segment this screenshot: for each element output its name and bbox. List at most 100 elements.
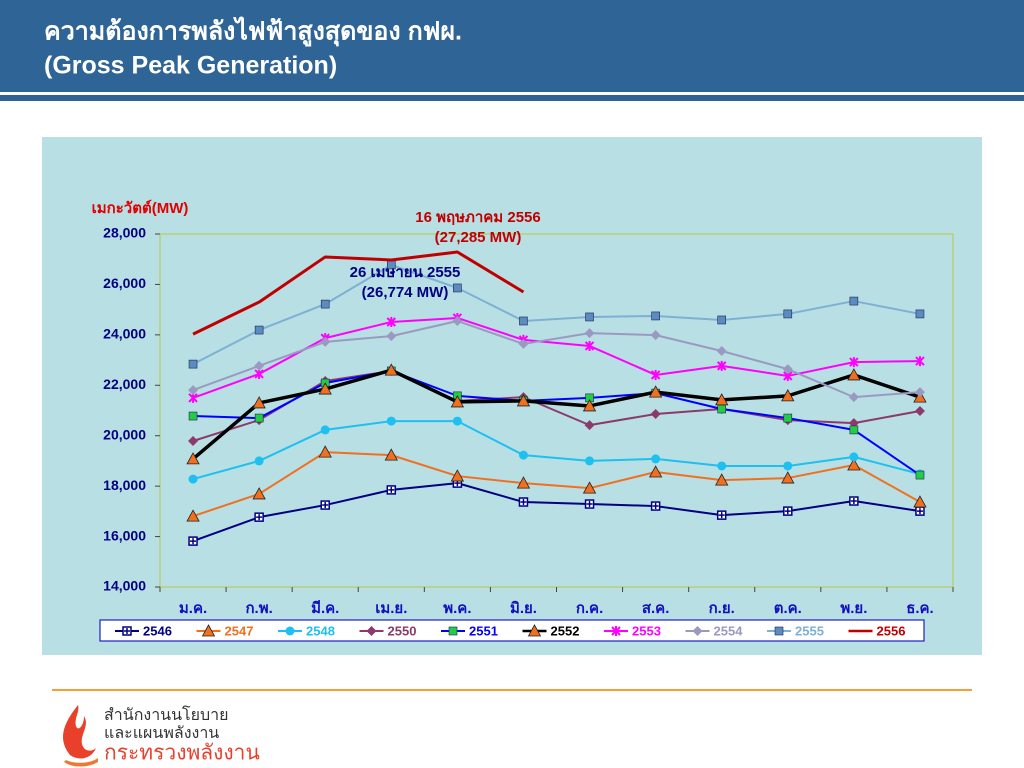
- data-point: [254, 456, 264, 466]
- x-tick-label: ม.ค.: [179, 600, 207, 617]
- marker-shape: [322, 502, 329, 509]
- marker-shape: [448, 626, 458, 636]
- data-point: [318, 445, 332, 458]
- data-point: [188, 385, 199, 396]
- legend-box: [99, 619, 925, 642]
- legend-label: 2548: [306, 623, 335, 638]
- annotation: (26,774 MW): [362, 284, 449, 301]
- data-point: [848, 418, 859, 429]
- data-point: [847, 368, 861, 381]
- data-point: [188, 474, 198, 484]
- org-line: และแผนพลังงาน: [104, 725, 219, 742]
- legend-marker: [611, 626, 621, 636]
- annotation: (27,285 MW): [435, 229, 522, 246]
- header-rule: [0, 95, 1024, 101]
- data-point: [518, 450, 528, 460]
- legend-marker: [448, 626, 458, 636]
- data-point: [913, 495, 927, 508]
- data-point: [715, 393, 729, 406]
- y-tick-label: 18,000: [103, 477, 146, 493]
- data-point: [519, 316, 528, 326]
- marker-shape: [519, 316, 528, 326]
- data-point: [254, 413, 264, 423]
- y-tick-label: 22,000: [103, 376, 146, 392]
- marker-shape: [254, 325, 264, 335]
- data-point: [716, 345, 727, 356]
- data-point: [584, 328, 595, 339]
- annotation: 26 เมษายน 2555: [350, 264, 461, 281]
- data-point: [518, 497, 529, 507]
- data-point: [650, 369, 661, 380]
- legend-label: 2550: [388, 623, 417, 638]
- marker-shape: [388, 486, 395, 493]
- legend-marker: [366, 626, 377, 636]
- series-line: [192, 319, 921, 399]
- y-tick-label: 28,000: [103, 225, 146, 241]
- marker-shape: [520, 499, 527, 506]
- x-tick-label: ก.ย.: [709, 600, 735, 617]
- data-point: [186, 452, 200, 465]
- marker-shape: [784, 508, 791, 515]
- data-point: [252, 487, 266, 500]
- x-tick-label: พ.ค.: [443, 600, 471, 617]
- marker-shape: [190, 538, 197, 545]
- data-point: [849, 357, 859, 368]
- data-point: [651, 454, 661, 464]
- marker-shape: [718, 512, 725, 519]
- data-point: [783, 461, 793, 471]
- data-point: [715, 473, 729, 486]
- data-point: [254, 512, 264, 522]
- legend-label: 2547: [225, 623, 254, 638]
- data-point: [516, 476, 531, 489]
- data-point: [584, 420, 595, 431]
- data-point: [516, 394, 531, 407]
- data-point: [781, 389, 795, 402]
- legend-label: 2556: [877, 623, 906, 638]
- data-point: [186, 509, 200, 522]
- marker-shape: [652, 503, 659, 510]
- x-tick-label: ก.ค.: [576, 600, 603, 617]
- series-line: [193, 369, 921, 476]
- data-point: [254, 325, 264, 335]
- legend-marker: [285, 626, 295, 636]
- data-point: [518, 338, 529, 349]
- marker-shape: [783, 413, 793, 423]
- data-point: [650, 409, 661, 420]
- data-point: [582, 481, 597, 494]
- marker-shape: [717, 404, 727, 414]
- data-point: [252, 396, 266, 409]
- logo-flame: [63, 705, 98, 767]
- legend-label: 2555: [795, 623, 824, 638]
- data-point: [717, 461, 727, 471]
- data-point: [453, 283, 462, 293]
- marker-shape: [849, 296, 859, 306]
- data-point: [450, 469, 465, 482]
- x-tick-label: ธ.ค.: [906, 600, 934, 617]
- ministry-name: กระทรวงพลังงาน: [104, 742, 260, 765]
- series-line: [192, 482, 921, 543]
- data-point: [584, 499, 595, 509]
- data-point: [717, 315, 727, 325]
- data-point: [849, 296, 859, 306]
- data-point: [651, 311, 660, 321]
- data-point: [188, 359, 198, 369]
- data-point: [384, 363, 398, 376]
- data-point: [849, 425, 859, 435]
- series-line: [192, 420, 921, 481]
- data-point: [781, 471, 795, 484]
- legend-marker: [201, 624, 216, 637]
- x-tick-label: ต.ค.: [774, 600, 802, 617]
- marker-shape: [585, 312, 594, 322]
- data-point: [716, 510, 727, 520]
- marker-shape: [188, 411, 198, 421]
- data-point: [386, 485, 397, 495]
- marker-shape: [915, 309, 925, 319]
- data-point: [848, 392, 859, 403]
- data-point: [386, 331, 397, 342]
- data-point: [320, 425, 330, 435]
- marker-shape: [849, 425, 859, 435]
- marker-shape: [651, 311, 660, 321]
- data-point: [915, 470, 925, 480]
- x-tick-label: มิ.ย.: [510, 599, 537, 617]
- marker-shape: [188, 359, 198, 369]
